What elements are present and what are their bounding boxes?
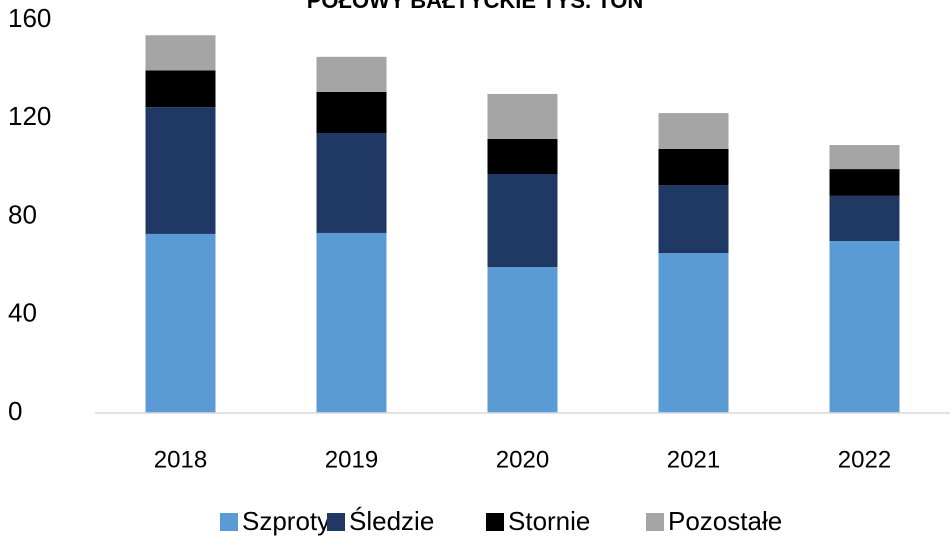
- bar-segment: [317, 92, 387, 133]
- chart: POŁOWY BAŁTYCKIE TYS. TON 0 40 80 120 160 201…: [0, 0, 950, 538]
- x-tick-label: 2021: [667, 446, 720, 473]
- legend-swatch: [646, 513, 664, 531]
- y-tick-label: 80: [8, 199, 37, 229]
- x-tick-label: 2018: [154, 446, 207, 473]
- bar-segment: [659, 185, 729, 253]
- bar-segment: [488, 94, 558, 139]
- bar-segment: [317, 233, 387, 413]
- legend-swatch: [486, 513, 504, 531]
- legend-swatch: [327, 513, 345, 531]
- bar-segment: [317, 57, 387, 92]
- bar-segment: [488, 139, 558, 174]
- bar-segment: [830, 145, 900, 169]
- x-tick-label: 2019: [325, 446, 378, 473]
- bar-segment: [146, 107, 216, 234]
- bar-segment: [488, 267, 558, 413]
- bar-segment: [830, 169, 900, 196]
- y-tick-label: 0: [8, 396, 22, 426]
- legend-label: Szproty: [242, 506, 330, 536]
- bar-segment: [146, 70, 216, 107]
- bar-segment: [830, 241, 900, 413]
- x-tick-label: 2020: [496, 446, 549, 473]
- bar-segment: [317, 133, 387, 233]
- legend-label: Stornie: [508, 506, 590, 536]
- y-tick-label: 40: [8, 298, 37, 328]
- legend-label: Pozostałe: [668, 506, 782, 536]
- bar-segment: [659, 149, 729, 185]
- bar-segment: [830, 196, 900, 241]
- y-tick-label: 160: [8, 3, 51, 33]
- bar-segment: [659, 113, 729, 149]
- bar-segment: [146, 234, 216, 413]
- bar-segment: [146, 35, 216, 70]
- y-tick-label: 120: [8, 101, 51, 131]
- bar-segment: [659, 253, 729, 413]
- x-tick-label: 2022: [838, 446, 891, 473]
- legend-swatch: [220, 513, 238, 531]
- bar-segment: [488, 174, 558, 267]
- chart-title: POŁOWY BAŁTYCKIE TYS. TON: [307, 0, 644, 13]
- legend-label: Śledzie: [349, 506, 434, 536]
